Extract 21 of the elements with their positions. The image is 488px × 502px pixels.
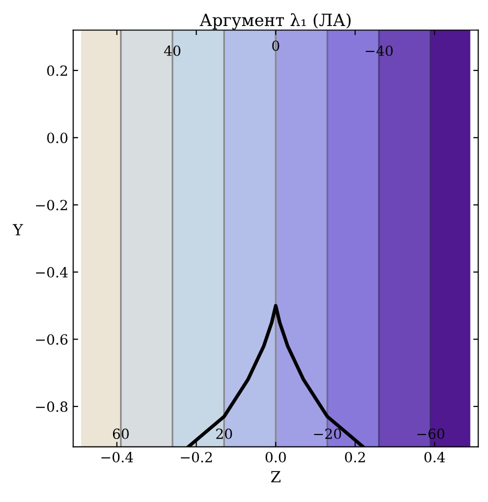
x-tick-label: 0.4 bbox=[424, 452, 445, 462]
annotation: 40 bbox=[164, 45, 180, 56]
y-tick-label: −0.6 bbox=[36, 334, 68, 345]
x-axis-title: Z bbox=[271, 471, 280, 482]
annotation: −20 bbox=[314, 428, 342, 440]
y-tick-label: 0.2 bbox=[47, 65, 67, 76]
y-axis-title: Y bbox=[12, 224, 24, 236]
annotation: −40 bbox=[366, 45, 393, 56]
annotation: 20 bbox=[216, 428, 232, 440]
annotation: 0 bbox=[272, 40, 280, 51]
annotation: 60 bbox=[112, 428, 129, 440]
x-tick-label: 0.2 bbox=[345, 452, 365, 462]
chart-title: Аргумент λ₁ (ЛА) bbox=[200, 13, 351, 30]
y-tick-label: −0.2 bbox=[36, 200, 67, 210]
annotation: −60 bbox=[417, 428, 444, 440]
y-tick-label: −0.4 bbox=[36, 267, 68, 278]
y-tick-label: −0.8 bbox=[36, 401, 68, 412]
x-tick-label: −0.4 bbox=[101, 452, 134, 462]
y-tick-label: 0.0 bbox=[47, 132, 68, 144]
x-tick-label: 0.0 bbox=[266, 452, 286, 462]
x-tick-label: −0.2 bbox=[180, 452, 212, 462]
